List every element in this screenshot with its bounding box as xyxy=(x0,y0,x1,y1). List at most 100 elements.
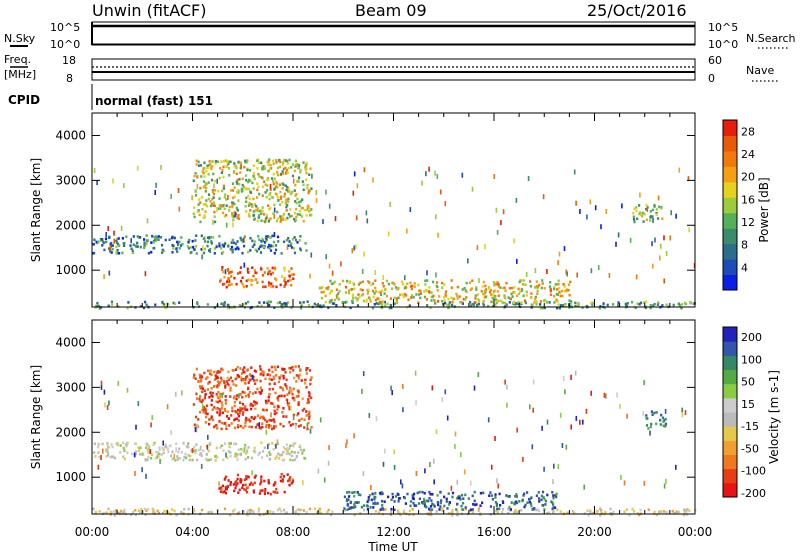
heatmap-cell xyxy=(276,171,279,174)
heatmap-cell xyxy=(290,482,293,485)
heatmap-cell xyxy=(504,296,507,300)
heatmap-cell xyxy=(246,486,250,489)
heatmap-cell xyxy=(237,214,240,217)
heatmap-cell xyxy=(143,241,146,247)
heatmap-cell xyxy=(555,492,558,496)
heatmap-cell xyxy=(261,274,265,277)
heatmap-cell xyxy=(273,306,276,309)
heatmap-cell xyxy=(294,194,297,197)
heatmap-cell xyxy=(385,279,388,283)
heatmap-cell xyxy=(264,490,267,494)
heatmap-cell xyxy=(252,400,256,403)
heatmap-cell xyxy=(246,159,249,162)
heatmap-cell xyxy=(270,412,272,418)
sky-tick-high: 10^5 xyxy=(50,21,80,34)
heatmap-cell xyxy=(268,382,271,386)
heatmap-cell xyxy=(117,443,120,447)
heatmap-cell xyxy=(92,251,96,255)
heatmap-cell xyxy=(255,249,259,253)
heatmap-cell xyxy=(150,453,154,457)
sky-tick-low: 10^0 xyxy=(50,38,80,51)
heatmap-cell xyxy=(268,377,271,381)
heatmap-cell xyxy=(281,200,284,204)
heatmap-cell xyxy=(224,491,227,495)
heatmap-cell xyxy=(244,377,247,381)
heatmap-cell xyxy=(204,421,207,424)
heatmap-cell xyxy=(204,407,207,411)
heatmap-cell xyxy=(245,196,248,200)
heatmap-cell xyxy=(285,188,288,192)
heatmap-cell xyxy=(194,415,198,419)
heatmap-cell xyxy=(663,483,666,489)
heatmap-cell xyxy=(474,301,477,304)
heatmap-cell xyxy=(557,303,560,306)
heatmap-cell xyxy=(214,162,217,165)
heatmap-cell xyxy=(240,447,243,451)
heatmap-cell xyxy=(119,451,122,454)
heatmap-cell xyxy=(309,382,312,386)
heatmap-cell xyxy=(286,447,289,450)
heatmap-cell xyxy=(260,266,263,270)
heatmap-cell xyxy=(293,397,296,400)
heatmap-cell xyxy=(310,376,313,379)
heatmap-cell xyxy=(493,174,495,179)
heatmap-cell xyxy=(489,505,492,508)
heatmap-cell xyxy=(649,219,652,222)
heatmap-cell xyxy=(297,365,300,368)
heatmap-cell xyxy=(220,407,223,410)
heatmap-cell xyxy=(249,236,252,240)
heatmap-cell xyxy=(260,304,263,308)
heatmap-cell xyxy=(215,375,219,379)
heatmap-cell xyxy=(309,428,312,434)
heatmap-cell xyxy=(360,505,363,509)
heatmap-cell xyxy=(267,245,270,249)
heatmap-cell xyxy=(244,394,247,398)
heatmap-cell xyxy=(133,452,136,458)
heatmap-cell xyxy=(374,298,377,302)
heatmap-cell xyxy=(372,502,375,505)
heatmap-cell xyxy=(244,405,247,409)
heatmap-cell xyxy=(533,301,536,304)
heatmap-cell xyxy=(167,450,170,453)
heatmap-cell xyxy=(413,285,416,288)
heatmap-cell xyxy=(94,510,97,514)
heatmap-cell xyxy=(536,292,539,296)
heatmap-cell xyxy=(258,301,261,304)
heatmap-cell xyxy=(651,215,654,218)
heatmap-cell xyxy=(362,299,365,303)
heatmap-cell xyxy=(195,159,198,163)
heatmap-cell xyxy=(111,244,114,247)
heatmap-cell xyxy=(541,279,544,282)
heatmap-cell xyxy=(267,442,271,446)
heatmap-cell xyxy=(275,443,277,449)
heatmap-cell xyxy=(258,451,261,455)
heatmap-cell xyxy=(308,369,312,372)
heatmap-cell xyxy=(489,491,492,494)
heatmap-cell xyxy=(638,302,641,306)
heatmap-cell xyxy=(200,248,203,251)
heatmap-cell xyxy=(545,300,548,304)
heatmap-cell xyxy=(203,371,206,375)
heatmap-cell xyxy=(224,193,227,196)
heatmap-cell xyxy=(603,392,606,398)
heatmap-cell xyxy=(507,495,510,498)
heatmap-cell xyxy=(138,449,141,452)
heatmap-cell xyxy=(150,241,153,244)
heatmap-cell xyxy=(259,386,262,390)
heatmap-cell xyxy=(391,495,395,499)
heatmap-cell xyxy=(304,382,307,385)
heatmap-cell xyxy=(289,208,292,211)
heatmap-cell xyxy=(144,458,147,462)
heatmap-cell xyxy=(393,500,396,503)
heatmap-cell xyxy=(633,220,636,224)
heatmap-cell xyxy=(244,421,247,425)
heatmap-cell xyxy=(295,192,298,196)
heatmap-cell xyxy=(124,443,128,446)
heatmap-cell xyxy=(413,282,416,285)
heatmap-cell xyxy=(269,188,272,191)
heatmap-cell xyxy=(432,503,435,507)
heatmap-cell xyxy=(236,477,239,481)
heatmap-cell xyxy=(568,299,571,302)
heatmap-cell xyxy=(331,510,334,513)
heatmap-cell xyxy=(265,301,268,305)
